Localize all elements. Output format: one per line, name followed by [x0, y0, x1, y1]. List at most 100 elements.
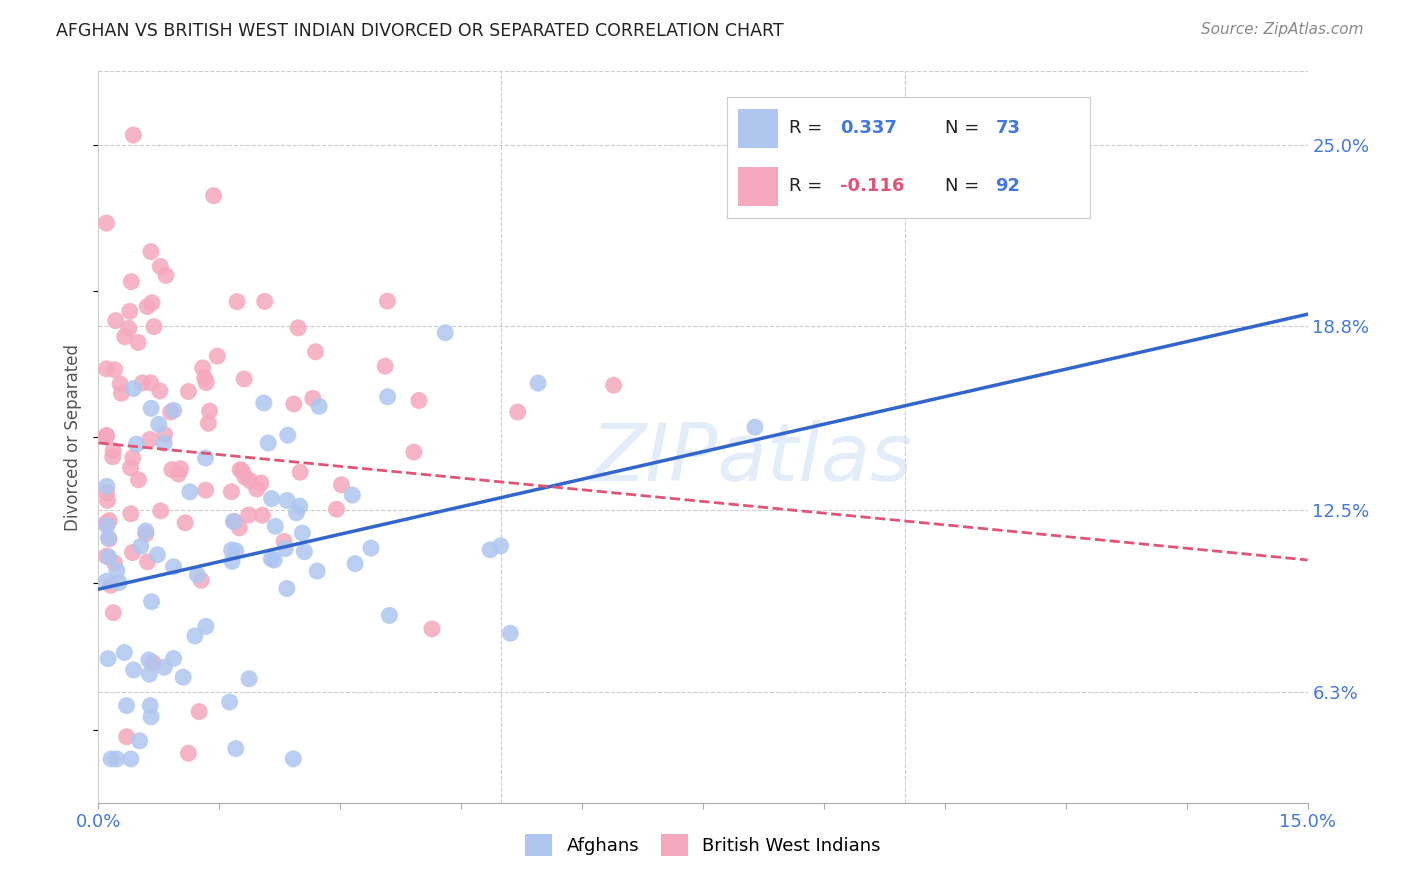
Y-axis label: Divorced or Separated: Divorced or Separated: [65, 343, 83, 531]
Point: [308, 400, 330, 414]
Point: [97, 550, 120, 565]
Point: [120, 507, 142, 521]
Point: [155, 268, 177, 283]
Point: [253, 396, 276, 410]
Point: [103, 606, 125, 620]
Point: [188, 705, 211, 719]
Point: [121, 545, 143, 559]
Point: [330, 477, 353, 491]
Point: [122, 382, 145, 396]
Point: [112, 646, 135, 660]
Point: [108, 376, 131, 391]
Point: [191, 360, 214, 375]
Point: [98, 514, 121, 528]
Point: [253, 294, 276, 309]
Point: [131, 376, 153, 390]
Point: [342, 488, 364, 502]
Point: [100, 578, 122, 592]
Point: [197, 417, 219, 431]
Point: [96, 429, 118, 443]
Point: [96, 485, 118, 500]
Legend: Afghans, British West Indians: Afghans, British West Indians: [517, 827, 889, 863]
Point: [105, 564, 128, 578]
Point: [602, 378, 624, 392]
Point: [125, 437, 148, 451]
Point: [118, 304, 141, 318]
Point: [292, 544, 315, 558]
Point: [146, 548, 169, 562]
Point: [97, 651, 120, 665]
Point: [238, 672, 260, 686]
Point: [288, 465, 311, 479]
Point: [325, 502, 347, 516]
Point: [291, 526, 314, 541]
Point: [274, 541, 297, 556]
Point: [149, 384, 172, 398]
Point: [194, 450, 217, 465]
Point: [101, 443, 124, 458]
Point: [307, 564, 329, 578]
Point: [257, 436, 280, 450]
Point: [377, 294, 399, 309]
Point: [527, 376, 550, 390]
Point: [128, 733, 150, 747]
Point: [260, 491, 283, 506]
Point: [195, 376, 218, 390]
Point: [222, 515, 245, 529]
Point: [304, 344, 326, 359]
Point: [136, 300, 159, 314]
Point: [499, 626, 522, 640]
Point: [744, 420, 766, 434]
Point: [506, 405, 529, 419]
Point: [288, 499, 311, 513]
Point: [229, 463, 252, 477]
Point: [96, 216, 118, 230]
Point: [115, 730, 138, 744]
Point: [221, 554, 243, 568]
Point: [224, 514, 246, 528]
Point: [127, 335, 149, 350]
Point: [139, 433, 162, 447]
Point: [377, 390, 399, 404]
Point: [273, 534, 295, 549]
Point: [96, 516, 118, 530]
Point: [408, 393, 430, 408]
Point: [141, 401, 163, 416]
Point: [114, 329, 136, 343]
Point: [177, 384, 200, 399]
Point: [184, 629, 207, 643]
Point: [96, 493, 118, 508]
Point: [115, 698, 138, 713]
Point: [194, 619, 217, 633]
Point: [287, 321, 309, 335]
Point: [167, 467, 190, 481]
Point: [276, 582, 298, 596]
Point: [225, 544, 247, 558]
Point: [142, 319, 165, 334]
Point: [96, 549, 118, 564]
Point: [110, 386, 132, 401]
Point: [374, 359, 396, 374]
Point: [135, 526, 157, 541]
Point: [283, 752, 305, 766]
Point: [141, 295, 163, 310]
Point: [104, 362, 127, 376]
Point: [139, 710, 162, 724]
Point: [228, 521, 250, 535]
Point: [122, 128, 145, 142]
Point: [221, 484, 243, 499]
Text: ZIPatlas: ZIPatlas: [591, 420, 912, 498]
Point: [194, 371, 217, 385]
Point: [402, 445, 425, 459]
Point: [104, 313, 127, 327]
Point: [100, 752, 122, 766]
Point: [218, 695, 240, 709]
Point: [101, 450, 124, 464]
Point: [153, 436, 176, 450]
Point: [260, 551, 283, 566]
Point: [190, 573, 212, 587]
Point: [263, 553, 285, 567]
Point: [153, 660, 176, 674]
Point: [153, 427, 176, 442]
Point: [277, 428, 299, 442]
